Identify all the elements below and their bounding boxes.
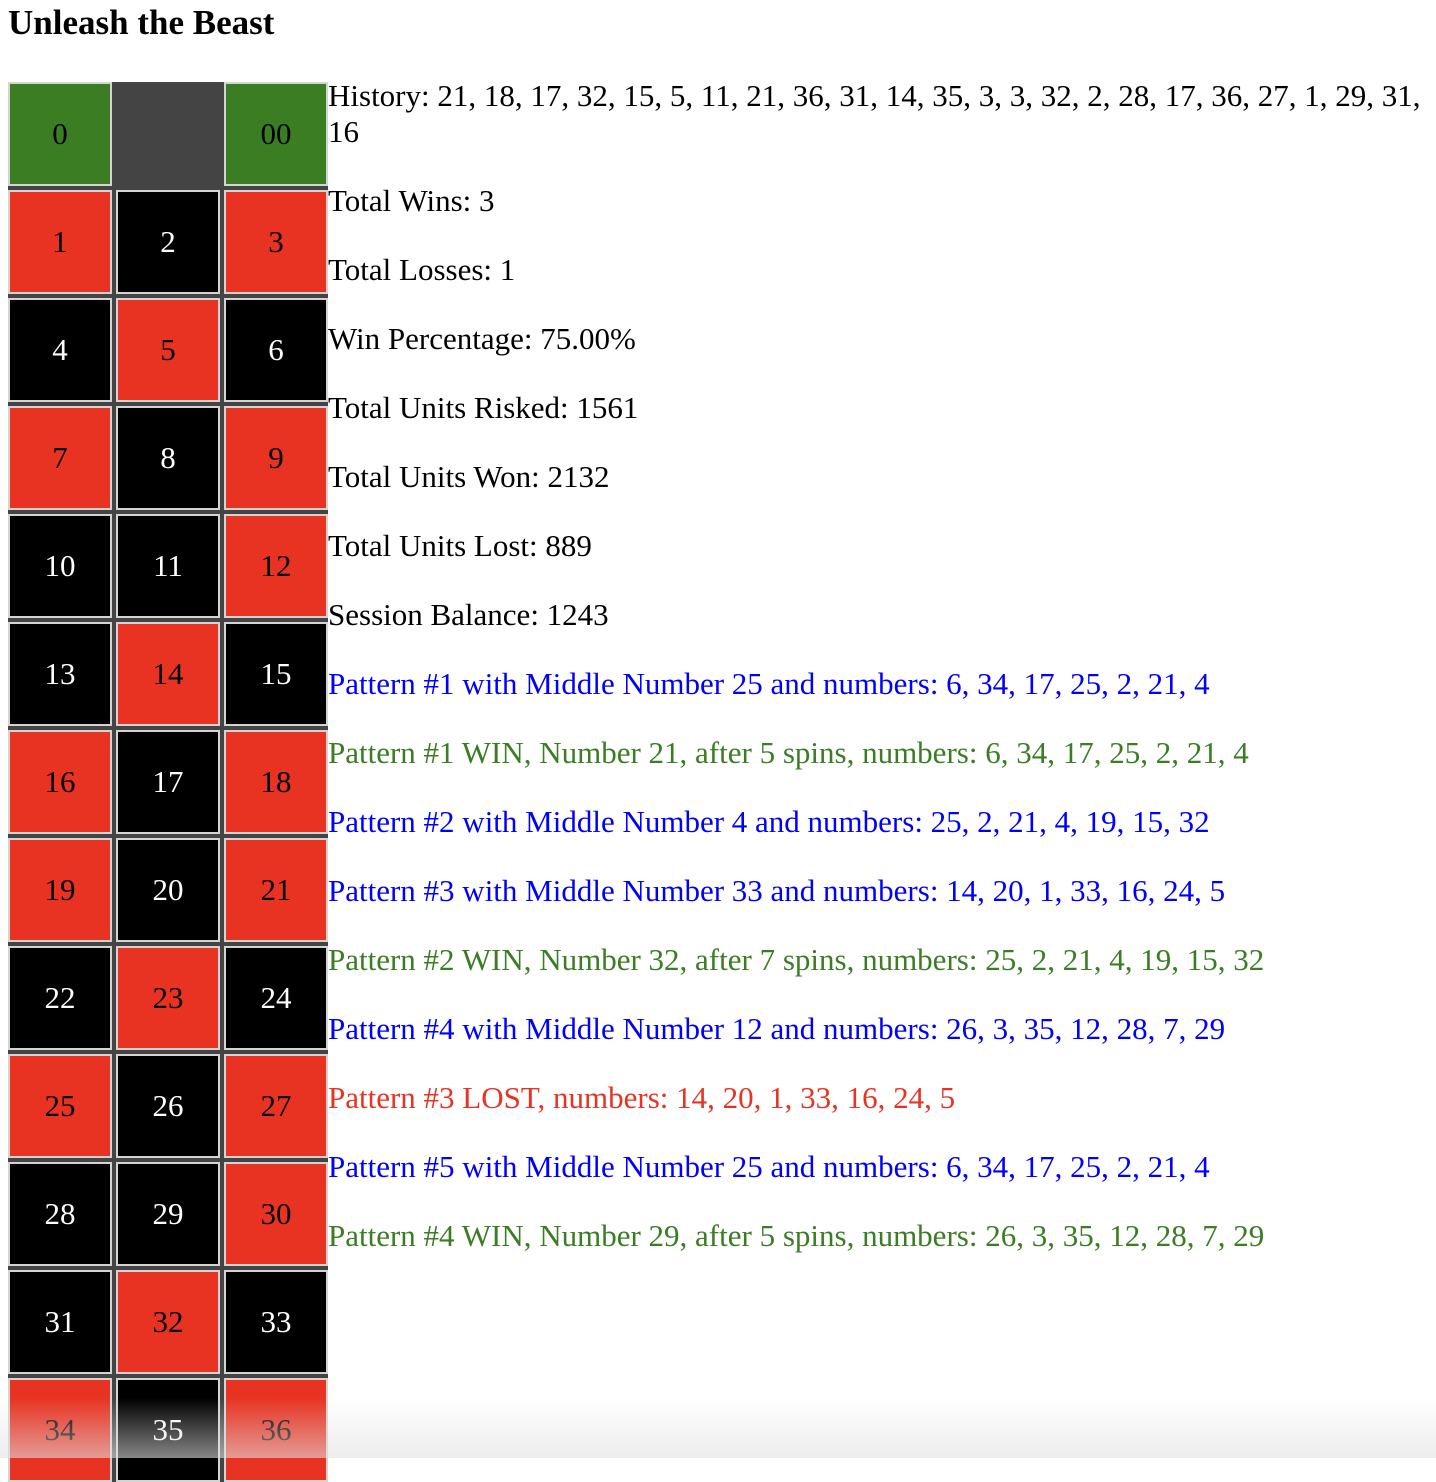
number-cell-14[interactable]: 14 <box>116 622 220 726</box>
number-cell-9[interactable]: 9 <box>224 406 328 510</box>
log-entry-win: Pattern #1 WIN, Number 21, after 5 spins… <box>328 735 1249 770</box>
number-cell-4[interactable]: 4 <box>8 298 112 402</box>
number-cell-20[interactable]: 20 <box>116 838 220 942</box>
number-cell-3[interactable]: 3 <box>224 190 328 294</box>
session-balance: Session Balance: 1243 <box>328 597 609 632</box>
log-entry-pattern: Pattern #2 with Middle Number 4 and numb… <box>328 804 1210 839</box>
stats-panel: History: 21, 18, 17, 32, 15, 5, 11, 21, … <box>328 78 1428 1287</box>
empty-cell <box>116 82 220 186</box>
number-cell-23[interactable]: 23 <box>116 946 220 1050</box>
number-cell-29[interactable]: 29 <box>116 1162 220 1266</box>
log-entry-pattern: Pattern #1 with Middle Number 25 and num… <box>328 666 1210 701</box>
number-cell-0[interactable]: 0 <box>8 82 112 186</box>
number-cell-26[interactable]: 26 <box>116 1054 220 1158</box>
number-cell-19[interactable]: 19 <box>8 838 112 942</box>
number-cell-27[interactable]: 27 <box>224 1054 328 1158</box>
number-cell-34[interactable]: 34 <box>8 1378 112 1482</box>
number-cell-24[interactable]: 24 <box>224 946 328 1050</box>
log-entry-lost: Pattern #3 LOST, numbers: 14, 20, 1, 33,… <box>328 1080 956 1115</box>
number-cell-36[interactable]: 36 <box>224 1378 328 1482</box>
units-lost: Total Units Lost: 889 <box>328 528 592 563</box>
log-entry-pattern: Pattern #3 with Middle Number 33 and num… <box>328 873 1226 908</box>
number-cell-6[interactable]: 6 <box>224 298 328 402</box>
log-entry-win: Pattern #4 WIN, Number 29, after 5 spins… <box>328 1218 1265 1253</box>
number-cell-18[interactable]: 18 <box>224 730 328 834</box>
number-cell-13[interactable]: 13 <box>8 622 112 726</box>
number-cell-10[interactable]: 10 <box>8 514 112 618</box>
number-cell-33[interactable]: 33 <box>224 1270 328 1374</box>
number-cell-30[interactable]: 30 <box>224 1162 328 1266</box>
number-cell-00[interactable]: 00 <box>224 82 328 186</box>
total-losses: Total Losses: 1 <box>328 252 516 287</box>
number-cell-25[interactable]: 25 <box>8 1054 112 1158</box>
number-cell-7[interactable]: 7 <box>8 406 112 510</box>
log-entry-pattern: Pattern #5 with Middle Number 25 and num… <box>328 1149 1210 1184</box>
number-cell-16[interactable]: 16 <box>8 730 112 834</box>
log-entry-pattern: Pattern #4 with Middle Number 12 and num… <box>328 1011 1226 1046</box>
roulette-board: 0 00 1 2 3 4 5 6 7 8 9 10 11 12 13 14 15 16 17 18 19 20 21 22 23… <box>8 82 328 1482</box>
number-cell-32[interactable]: 32 <box>116 1270 220 1374</box>
number-cell-5[interactable]: 5 <box>116 298 220 402</box>
total-wins: Total Wins: 3 <box>328 183 495 218</box>
number-cell-1[interactable]: 1 <box>8 190 112 294</box>
number-cell-8[interactable]: 8 <box>116 406 220 510</box>
number-cell-12[interactable]: 12 <box>224 514 328 618</box>
number-cell-35[interactable]: 35 <box>116 1378 220 1482</box>
number-cell-31[interactable]: 31 <box>8 1270 112 1374</box>
number-cell-2[interactable]: 2 <box>116 190 220 294</box>
number-cell-22[interactable]: 22 <box>8 946 112 1050</box>
history-text: History: 21, 18, 17, 32, 15, 5, 11, 21, … <box>328 78 1421 149</box>
page-title: Unleash the Beast <box>8 3 275 42</box>
pattern-log: Pattern #1 with Middle Number 25 and num… <box>328 666 1428 1254</box>
units-risked: Total Units Risked: 1561 <box>328 390 639 425</box>
number-cell-28[interactable]: 28 <box>8 1162 112 1266</box>
win-percentage: Win Percentage: 75.00% <box>328 321 636 356</box>
units-won: Total Units Won: 2132 <box>328 459 610 494</box>
number-cell-21[interactable]: 21 <box>224 838 328 942</box>
log-entry-win: Pattern #2 WIN, Number 32, after 7 spins… <box>328 942 1265 977</box>
number-cell-11[interactable]: 11 <box>116 514 220 618</box>
number-cell-15[interactable]: 15 <box>224 622 328 726</box>
number-cell-17[interactable]: 17 <box>116 730 220 834</box>
